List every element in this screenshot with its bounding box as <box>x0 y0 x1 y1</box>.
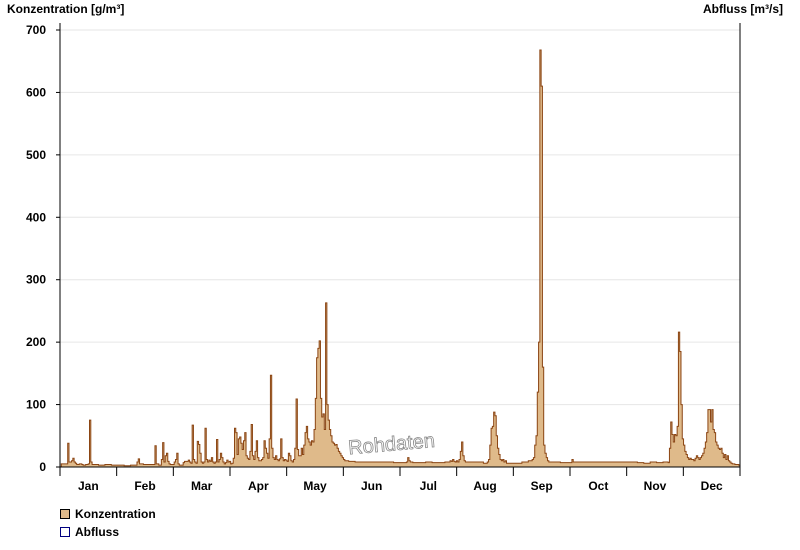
month-label-jun: Jun <box>361 479 382 493</box>
month-label-dec: Dec <box>701 479 723 493</box>
y-tick-label-500: 500 <box>26 148 46 162</box>
month-label-feb: Feb <box>134 479 155 493</box>
month-label-jan: Jan <box>78 479 99 493</box>
legend-label-konzentration: Konzentration <box>75 507 156 521</box>
legend-label-abfluss: Abfluss <box>75 525 120 539</box>
y-tick-label-600: 600 <box>26 85 46 99</box>
month-label-oct: Oct <box>588 479 608 493</box>
y-tick-label-0: 0 <box>39 460 46 474</box>
y-tick-label-700: 700 <box>26 23 46 37</box>
legend-swatch-abfluss <box>60 527 70 537</box>
month-label-sep: Sep <box>531 479 553 493</box>
month-label-mar: Mar <box>191 479 213 493</box>
y-tick-label-200: 200 <box>26 335 46 349</box>
y-tick-label-300: 300 <box>26 273 46 287</box>
y-axis-left-title: Konzentration [g/m³] <box>7 2 124 16</box>
month-label-jul: Jul <box>420 479 437 493</box>
y-axis-right-title: Abfluss [m³/s] <box>703 2 783 16</box>
legend: Konzentration Abfluss <box>60 505 156 541</box>
month-label-aug: Aug <box>473 479 496 493</box>
month-label-apr: Apr <box>248 479 269 493</box>
legend-item-abfluss[interactable]: Abfluss <box>60 523 156 541</box>
month-label-nov: Nov <box>644 479 667 493</box>
month-label-may: May <box>303 479 327 493</box>
legend-swatch-konzentration <box>60 509 70 519</box>
series-konzentration-area <box>60 49 741 468</box>
watermark-text: Rohdaten <box>347 430 435 459</box>
y-tick-label-400: 400 <box>26 210 46 224</box>
y-tick-label-100: 100 <box>26 398 46 412</box>
legend-item-konzentration[interactable]: Konzentration <box>60 505 156 523</box>
